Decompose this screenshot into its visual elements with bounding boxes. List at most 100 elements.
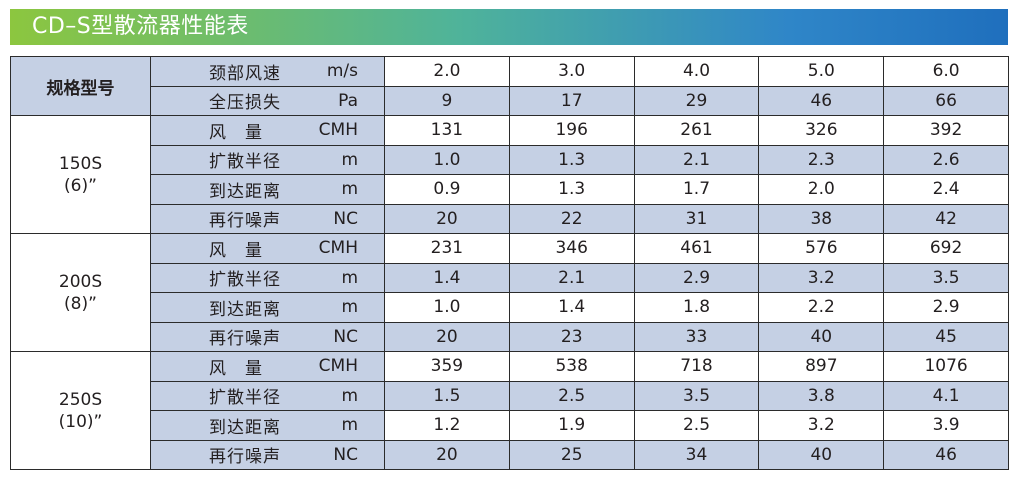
row-label: 扩散半径 m — [150, 144, 385, 175]
table-cell: 897 — [758, 351, 885, 382]
table-row: 扩散半径 m 1.0 1.3 2.1 2.3 2.6 — [11, 144, 1009, 175]
row-label-unit: m — [341, 385, 358, 406]
table-cell: 3.2 — [758, 410, 885, 441]
table-cell: 20 — [384, 203, 510, 234]
row-label-name: 风 量 — [209, 358, 263, 379]
table-cell: 3.0 — [508, 56, 635, 87]
header-row-neck-velocity: 规格型号 颈部风速 m/s 2.0 3.0 4.0 5.0 6.0 — [10, 56, 1009, 116]
table-cell: 29 — [633, 85, 760, 116]
model-name: 150S — [58, 153, 103, 174]
table-cell: 1.0 — [384, 144, 510, 175]
table-cell: 2.4 — [883, 174, 1009, 205]
table-cell: 66 — [883, 85, 1009, 116]
table-row: 扩散半径 m 1.4 2.1 2.9 3.2 3.5 — [11, 262, 1009, 293]
row-label-name: 再行噪声 — [209, 447, 281, 468]
table-cell: 1.4 — [384, 262, 510, 293]
table-row: 再行噪声 NC 20 22 31 38 42 — [11, 203, 1009, 234]
table-cell: 196 — [508, 115, 635, 146]
row-label: 全压损失 Pa — [150, 85, 385, 116]
table-cell: 33 — [633, 321, 760, 352]
row-label-name: 到达距离 — [209, 417, 281, 438]
row-label: 扩散半径 m — [150, 380, 385, 411]
row-label: 再行噪声 NC — [150, 203, 385, 234]
row-label-name: 到达距离 — [209, 181, 281, 202]
row-label-unit: NC — [333, 326, 358, 347]
table-cell: 3.2 — [758, 262, 885, 293]
row-label-name: 风 量 — [209, 122, 263, 143]
table-cell: 538 — [508, 351, 635, 382]
table-cell: 326 — [758, 115, 885, 146]
row-label: 颈部风速 m/s — [150, 56, 385, 87]
table-row: 到达距离 m 1.0 1.4 1.8 2.2 2.9 — [11, 292, 1009, 323]
table-cell: 31 — [633, 203, 760, 234]
table-cell: 1.3 — [508, 144, 635, 175]
row-label-name: 颈部风速 — [209, 63, 281, 84]
table-cell: 2.3 — [758, 144, 885, 175]
table-cell: 3.5 — [633, 380, 760, 411]
row-label-unit: CMH — [318, 238, 358, 259]
table-row: 250S (10)” 风 量 CMH 359 538 718 897 1076 — [10, 351, 1009, 470]
model-name: 200S — [58, 271, 103, 292]
model-cell: 150S (6)” — [10, 115, 151, 234]
model-size: (8)” — [64, 293, 97, 314]
table-cell: 6.0 — [883, 56, 1009, 87]
table-cell: 231 — [384, 233, 510, 264]
table-cell: 461 — [633, 233, 760, 264]
row-label: 扩散半径 m — [150, 262, 385, 293]
model-cell: 250S (10)” — [10, 351, 151, 470]
row-label: 风 量 CMH — [150, 233, 385, 264]
table-cell: 1.2 — [384, 410, 510, 441]
row-label-unit: m/s — [326, 61, 358, 82]
table-cell: 25 — [508, 439, 635, 470]
table-cell: 2.9 — [883, 292, 1009, 323]
table-cell: 346 — [508, 233, 635, 264]
table-row: 再行噪声 NC 20 25 34 40 46 — [11, 439, 1009, 470]
row-label-unit: NC — [333, 444, 358, 465]
page-title: CD–S型散流器性能表 — [32, 14, 249, 39]
row-label-unit: m — [341, 267, 358, 288]
table-cell: 34 — [633, 439, 760, 470]
row-label: 再行噪声 NC — [150, 439, 385, 470]
model-cell: 200S (8)” — [10, 233, 151, 352]
row-label: 风 量 CMH — [150, 351, 385, 382]
row-label-name: 全压损失 — [209, 93, 281, 114]
table-cell: 1.5 — [384, 380, 510, 411]
row-label-name: 风 量 — [209, 240, 263, 261]
table-cell: 718 — [633, 351, 760, 382]
table-cell: 1.0 — [384, 292, 510, 323]
table-cell: 692 — [883, 233, 1009, 264]
table-cell: 4.1 — [883, 380, 1009, 411]
table-cell: 22 — [508, 203, 635, 234]
row-label-unit: m — [341, 415, 358, 436]
row-label: 到达距离 m — [150, 292, 385, 323]
row-label-name: 扩散半径 — [209, 152, 281, 173]
table-cell: 261 — [633, 115, 760, 146]
table-cell: 2.0 — [384, 56, 510, 87]
table-cell: 131 — [384, 115, 510, 146]
table-row: 扩散半径 m 1.5 2.5 3.5 3.8 4.1 — [11, 380, 1009, 411]
model-name: 250S — [58, 389, 103, 410]
table-cell: 2.6 — [883, 144, 1009, 175]
row-label-unit: NC — [333, 208, 358, 229]
table-cell: 359 — [384, 351, 510, 382]
table-cell: 5.0 — [758, 56, 885, 87]
table-cell: 1.4 — [508, 292, 635, 323]
table-cell: 17 — [508, 85, 635, 116]
table-row: 200S (8)” 风 量 CMH 231 346 461 576 692 — [10, 233, 1009, 352]
row-label: 风 量 CMH — [150, 115, 385, 146]
table-cell: 40 — [758, 321, 885, 352]
performance-table: 规格型号 颈部风速 m/s 2.0 3.0 4.0 5.0 6.0 全压损失 P… — [10, 56, 1009, 470]
table-cell: 2.1 — [508, 262, 635, 293]
table-cell: 38 — [758, 203, 885, 234]
row-label: 再行噪声 NC — [150, 321, 385, 352]
table-cell: 45 — [883, 321, 1009, 352]
model-size: (6)” — [64, 175, 97, 196]
row-label-name: 扩散半径 — [209, 270, 281, 291]
table-cell: 392 — [883, 115, 1009, 146]
table-cell: 46 — [758, 85, 885, 116]
table-row: 再行噪声 NC 20 23 33 40 45 — [11, 321, 1009, 352]
table-cell: 0.9 — [384, 174, 510, 205]
table-cell: 20 — [384, 439, 510, 470]
row-label-unit: m — [341, 149, 358, 170]
table-cell: 1076 — [883, 351, 1009, 382]
